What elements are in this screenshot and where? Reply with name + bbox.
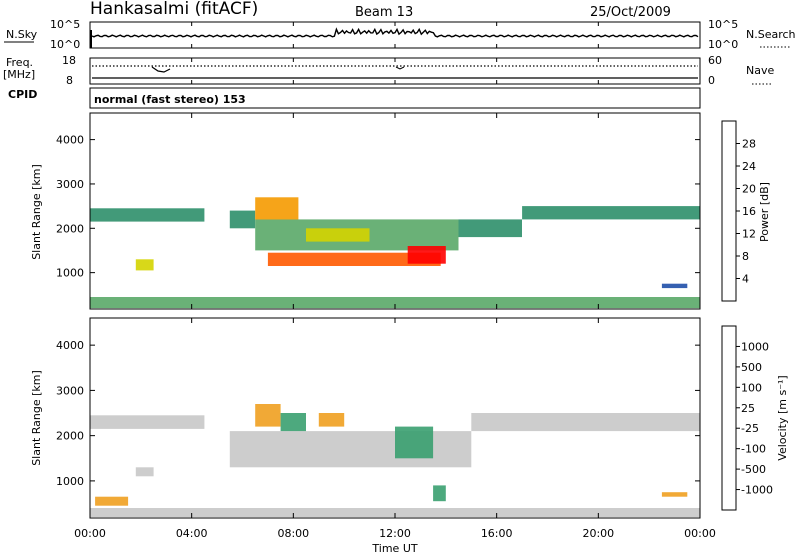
- colorbar-tick-label: 500: [741, 361, 762, 374]
- power-y-ticks: 1000 2000 3000 4000: [56, 134, 700, 280]
- power-panel: 1000 2000 3000 4000 Slant Range [km] 4 8 12 16…: [30, 112, 771, 310]
- freq-panel: Freq. [MHz] 18 8 60 0 Nave: [3, 54, 774, 87]
- colorbar-tick-label: -100: [741, 443, 766, 456]
- colorbar-tick-label: 24: [742, 160, 756, 173]
- station-title: Hankasalmi (fitACF): [90, 0, 258, 19]
- heatmap-cell: [135, 259, 154, 271]
- noise-right-tick-low: 10^0: [708, 38, 738, 51]
- colorbar-tick-label: 1000: [741, 340, 769, 353]
- heatmap-cell: [661, 492, 688, 497]
- cpid-panel: CPID normal (fast stereo) 153: [8, 87, 701, 109]
- heatmap-cell: [255, 197, 299, 220]
- nave-right-tick-low: 0: [708, 74, 715, 87]
- x-tick-label: 20:00: [582, 527, 614, 540]
- velocity-heatmap: [90, 404, 701, 517]
- nave-right-tick-high: 60: [708, 54, 722, 67]
- colorbar-tick-label: 100: [741, 381, 762, 394]
- heatmap-cell: [90, 415, 205, 429]
- y-tick-label: 4000: [56, 134, 84, 147]
- y-tick-label: 2000: [56, 222, 84, 235]
- colorbar-tick-label: 25: [741, 402, 755, 415]
- y-tick-label: 3000: [56, 178, 84, 191]
- velocity-colorbar-label: Velocity [m s⁻¹]: [776, 375, 789, 460]
- heatmap-cell: [407, 246, 446, 264]
- velocity-ylabel: Slant Range [km]: [30, 370, 43, 466]
- heatmap-cell: [90, 297, 700, 309]
- noise-left-tick-high: 10^5: [50, 18, 80, 31]
- noise-panel: N.Sky 10^5 10^0 10^5 10^0 N.Search: [4, 18, 796, 51]
- power-ylabel: Slant Range [km]: [30, 164, 43, 260]
- freq-left-tick-low: 8: [66, 74, 73, 87]
- x-axis-label: Time UT: [371, 542, 417, 554]
- cpid-frame: [89, 87, 701, 109]
- noise-trace: [91, 27, 699, 38]
- freq-dip-1: [151, 66, 171, 73]
- nave-right-label: Nave: [746, 64, 774, 77]
- heatmap-cell: [458, 219, 522, 238]
- x-tick-label: 12:00: [379, 527, 411, 540]
- heatmap-cell: [229, 210, 256, 229]
- heatmap-cell: [395, 426, 434, 459]
- y-tick-label: 2000: [56, 430, 84, 443]
- freq-left-label-1: Freq.: [6, 56, 33, 69]
- colorbar-tick-label: -25: [741, 422, 759, 435]
- colorbar-frame: [721, 120, 737, 302]
- x-tick-label: 00:00: [74, 527, 106, 540]
- colorbar-tick-label: 28: [742, 138, 756, 151]
- heatmap-cell: [280, 413, 306, 432]
- freq-left-tick-high: 18: [62, 54, 76, 67]
- freq-dip-2: [395, 66, 405, 70]
- heatmap-cell: [90, 208, 205, 222]
- velocity-y-ticks: 1000 2000 3000 4000: [56, 339, 700, 488]
- heatmap-cell: [267, 252, 441, 266]
- x-ticks: 00:00 04:00 08:00 12:00 16:00 20:00 00:00: [74, 22, 716, 540]
- colorbar-tick-label: -500: [741, 463, 766, 476]
- colorbar-tick-label: 8: [742, 250, 749, 263]
- heatmap-cell: [255, 404, 281, 427]
- colorbar-tick-label: -1000: [741, 484, 773, 497]
- y-tick-label: 4000: [56, 339, 84, 352]
- x-tick-label: 08:00: [277, 527, 309, 540]
- x-tick-label: 16:00: [481, 527, 513, 540]
- beam-title: Beam 13: [355, 5, 413, 20]
- power-heatmap: [90, 197, 700, 309]
- heatmap-cell: [306, 228, 370, 242]
- heatmap-cell: [318, 413, 345, 427]
- heatmap-cell: [433, 485, 446, 502]
- heatmap-cell: [95, 496, 129, 506]
- heatmap-cell: [135, 467, 154, 477]
- heatmap-cell: [471, 413, 701, 432]
- date-title: 25/Oct/2009: [590, 5, 671, 20]
- freq-left-label-2: [MHz]: [3, 68, 35, 81]
- cpid-mode-text: normal (fast stereo) 153: [94, 93, 246, 106]
- noise-left-label: N.Sky: [6, 28, 38, 41]
- noise-left-tick-low: 10^0: [50, 38, 80, 51]
- colorbar-tick-label: 4: [742, 273, 749, 286]
- heatmap-cell: [661, 283, 688, 289]
- noise-right-tick-high: 10^5: [708, 18, 738, 31]
- colorbar-tick-label: 16: [742, 205, 756, 218]
- y-tick-label: 1000: [56, 475, 84, 488]
- y-tick-label: 1000: [56, 267, 84, 280]
- heatmap-cell: [229, 431, 472, 468]
- x-tick-label: 00:00: [684, 527, 716, 540]
- power-colorbar: 4 8 12 16 20 24 28: [721, 120, 756, 302]
- velocity-colorbar: 1000 500 100 25 -25 -100 -500 -1000: [721, 325, 773, 511]
- colorbar-tick-label: 12: [742, 228, 756, 241]
- colorbar-tick-label: 20: [742, 183, 756, 196]
- y-tick-label: 3000: [56, 384, 84, 397]
- heatmap-cell: [90, 508, 700, 517]
- power-colorbar-label: Power [dB]: [758, 182, 771, 242]
- colorbar-frame: [721, 325, 737, 511]
- noise-right-label: N.Search: [746, 28, 796, 41]
- cpid-label: CPID: [8, 88, 37, 101]
- heatmap-cell: [522, 206, 700, 220]
- x-tick-label: 04:00: [176, 527, 208, 540]
